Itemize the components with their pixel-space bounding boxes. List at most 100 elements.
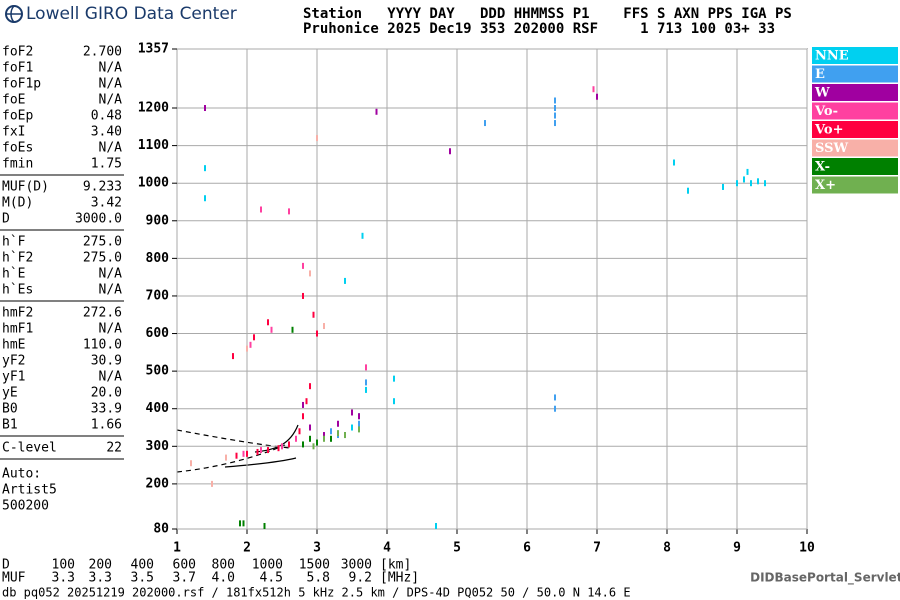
param-value: 275.0 [83,251,122,266]
table-value: 3.5 [131,571,154,586]
legend-label: E [815,67,825,82]
table-value: 400 [131,558,154,573]
legend-swatch [812,176,898,194]
profile-curves [176,424,299,473]
param-value: N/A [99,61,123,76]
param-name: hmE [2,338,25,353]
param-name: MUF(D) [2,180,49,195]
point [267,319,269,326]
param-name: fmin [2,157,33,172]
param-value: 272.6 [83,306,122,321]
point [358,426,360,433]
point [309,383,311,390]
point [351,409,353,416]
param-name: hmF1 [2,322,33,337]
param-name: foF2 [2,45,33,60]
y-tick-label: 200 [146,476,170,491]
param-name: D [2,212,10,227]
point [592,86,595,93]
point [239,520,241,527]
point [235,452,238,459]
point [256,448,259,455]
param-value: 1.66 [91,418,122,433]
param-name: yE [2,386,18,401]
point [302,292,304,299]
point [302,401,304,408]
point [316,135,318,142]
point [225,454,227,461]
point [309,424,311,431]
point [554,120,556,127]
param-value: N/A [99,283,123,298]
point [736,180,738,187]
servlet-label: DIDBasePortal_Servlet 0.1 [750,571,900,586]
param-name: h`F2 [2,251,33,266]
table-label: D [2,558,10,573]
table-value: 3000 [341,558,372,573]
param-value: N/A [99,141,123,156]
param-name: fxI [2,125,25,140]
param-value: N/A [99,77,123,92]
point [249,341,252,348]
point [746,168,749,175]
param-value: 2.700 [83,45,122,60]
logo-icon-lines [6,5,22,23]
point [260,447,262,454]
param-name: h`Es [2,283,33,298]
legend-label: Vo+ [814,123,843,138]
point [554,105,556,112]
x-tick-label: 3 [313,541,321,556]
y-tick-label: 1200 [138,101,169,116]
point [242,450,245,457]
table-unit: [km] [380,558,411,573]
table-value: 4.0 [212,571,235,586]
logo-title: Lowell GIRO Data Center [26,4,237,24]
point [687,187,689,194]
point [267,447,269,454]
point [750,180,752,187]
param-name: h`F [2,235,26,250]
param-value: 275.0 [83,235,122,250]
x-tick-label: 7 [593,541,601,556]
point [375,108,378,115]
point [344,432,346,439]
point [312,443,315,450]
point [365,379,367,386]
point [673,159,675,166]
point [330,435,332,442]
y-tick-label: 1100 [138,138,169,153]
param-value: 0.48 [91,109,122,124]
x-tick-label: 1 [173,541,181,556]
param-name: yF1 [2,370,25,385]
param-name: M(D) [2,196,33,211]
point [484,120,486,127]
point [554,97,556,104]
param-value: 30.9 [91,354,122,369]
table-unit: [MHz] [380,571,419,586]
point [449,148,451,155]
y-tick-label: 500 [146,364,170,379]
param-value: N/A [99,93,123,108]
param-value: 3.42 [91,196,122,211]
point [312,311,315,318]
param-name: hmF2 [2,306,33,321]
param-name: B0 [2,402,18,417]
y-tick-label: 80 [153,522,169,537]
param-name: foEp [2,109,33,124]
y-tick-label: 400 [146,401,170,416]
point [365,386,367,393]
table-value: 3.7 [173,571,196,586]
legend-swatch [812,102,898,120]
table-value: 600 [173,558,196,573]
param-value: 33.9 [91,402,122,417]
point [351,424,353,431]
auto-line: Auto: [2,467,41,482]
y-tick-label: 300 [146,439,170,454]
point [554,112,556,119]
y-tick-label: 700 [146,288,170,303]
point [260,206,262,213]
point [358,413,360,420]
point [309,435,311,442]
x-tick-label: 4 [383,541,391,556]
